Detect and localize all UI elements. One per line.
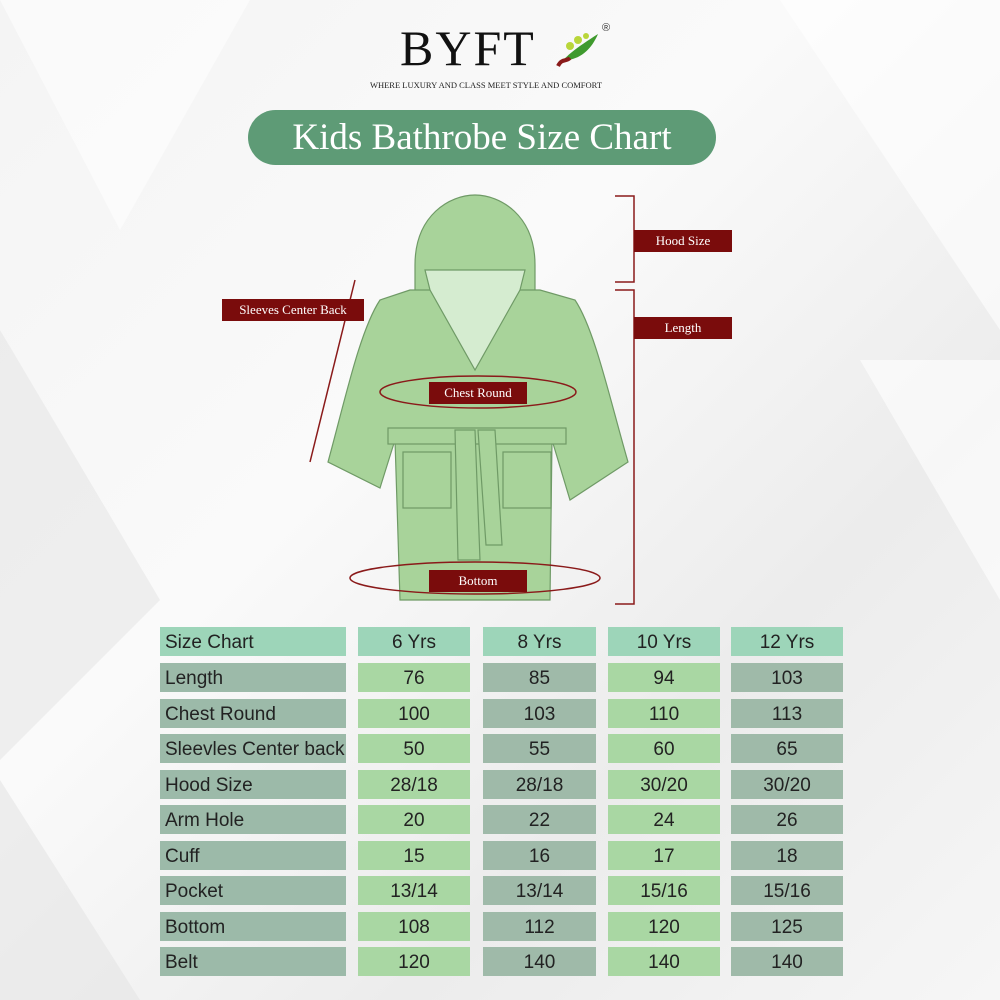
row-label: Belt [160,947,346,976]
leaf-logo-icon [556,33,598,68]
table-cell: 65 [731,734,843,763]
table-cell: 16 [483,840,596,870]
size-header: 10 Yrs [608,627,720,656]
label-chest-round: Chest Round [429,382,527,404]
brand-tagline: WHERE LUXURY AND CLASS MEET STYLE AND CO… [369,80,603,90]
table-header-label: Size Chart [160,627,346,656]
row-label: Hood Size [160,769,346,799]
table-cell: 28/18 [358,769,470,799]
table-cell: 26 [731,805,843,834]
table-cell: 15/16 [731,876,843,905]
table-cell: 125 [731,911,843,941]
table-cell: 18 [731,840,843,870]
table-cell: 140 [608,947,720,976]
table-cell: 108 [358,911,470,941]
table-cell: 30/20 [608,769,720,799]
table-cell: 13/14 [483,876,596,905]
row-label: Pocket [160,876,346,905]
table-cell: 76 [358,663,470,692]
brand-logo: BYFT [400,20,536,76]
table-cell: 15 [358,840,470,870]
table-cell: 140 [483,947,596,976]
table-cell: 94 [608,663,720,692]
size-header: 8 Yrs [483,627,596,656]
row-label: Cuff [160,840,346,870]
row-label: Chest Round [160,698,346,728]
table-cell: 28/18 [483,769,596,799]
label-sleeves-center-back: Sleeves Center Back [222,299,364,321]
size-header: 6 Yrs [358,627,470,656]
table-cell: 140 [731,947,843,976]
page-title: Kids Bathrobe Size Chart [248,110,716,165]
row-label: Sleevles Center back [160,734,346,763]
table-cell: 13/14 [358,876,470,905]
table-cell: 15/16 [608,876,720,905]
table-cell: 85 [483,663,596,692]
table-cell: 103 [483,698,596,728]
label-length: Length [634,317,732,339]
table-cell: 60 [608,734,720,763]
table-cell: 24 [608,805,720,834]
table-cell: 20 [358,805,470,834]
registered-mark: ® [602,22,611,34]
table-cell: 100 [358,698,470,728]
table-cell: 50 [358,734,470,763]
row-label: Bottom [160,911,346,941]
table-cell: 113 [731,698,843,728]
table-cell: 17 [608,840,720,870]
table-cell: 110 [608,698,720,728]
label-bottom: Bottom [429,570,527,592]
bathrobe-diagram [309,194,635,605]
size-header: 12 Yrs [731,627,843,656]
table-cell: 55 [483,734,596,763]
label-hood-size: Hood Size [634,230,732,252]
table-cell: 120 [358,947,470,976]
table-cell: 30/20 [731,769,843,799]
table-cell: 112 [483,911,596,941]
row-label: Arm Hole [160,805,346,834]
table-cell: 120 [608,911,720,941]
table-cell: 22 [483,805,596,834]
row-label: Length [160,663,346,692]
table-cell: 103 [731,663,843,692]
